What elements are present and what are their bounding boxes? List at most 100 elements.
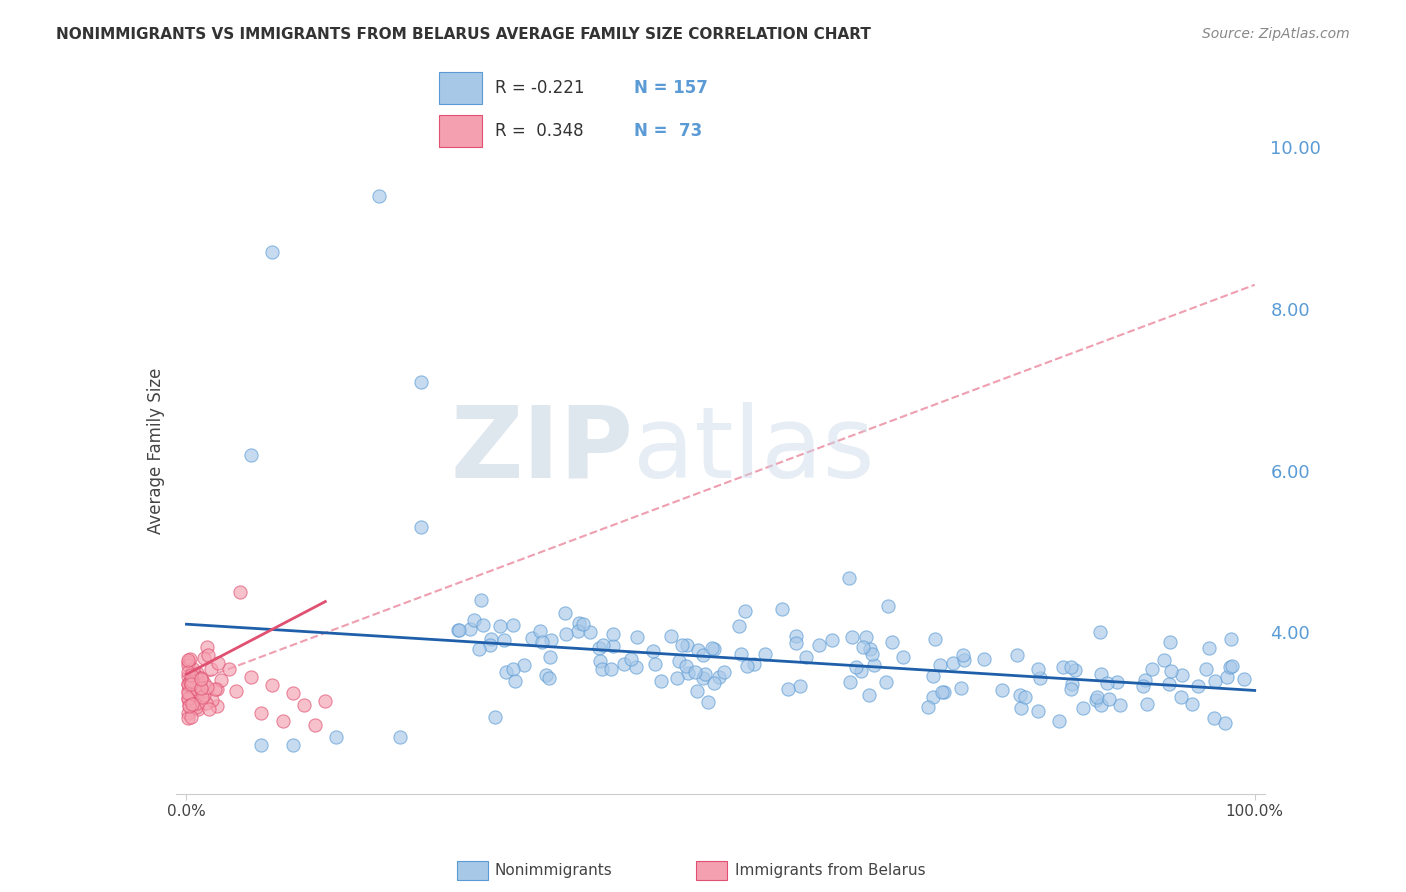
Point [177,706,200,721]
Point [190,682,212,697]
Point [849,665,872,679]
Point [250,706,273,720]
Point [891,650,914,665]
Point [1140,662,1163,676]
Point [1216,670,1239,684]
Point [1014,690,1036,705]
Point [283,739,305,753]
Point [1071,700,1094,714]
Point [176,684,198,698]
Point [1026,704,1049,718]
Point [579,624,602,639]
Point [602,639,624,653]
Point [665,671,688,685]
Point [1063,663,1085,677]
Point [1153,653,1175,667]
Point [589,654,612,668]
Point [176,692,198,706]
Point [643,644,665,658]
Point [839,674,862,689]
Point [1195,662,1218,676]
Point [1090,625,1112,640]
Point [807,638,830,652]
Point [314,694,336,708]
Point [692,648,714,662]
Point [205,682,228,697]
Point [676,665,699,680]
Point [858,688,880,702]
Point [513,658,536,673]
Point [177,698,200,713]
Point [734,604,756,618]
Point [176,652,198,666]
Point [599,662,621,676]
Point [703,642,725,657]
Point [785,629,807,643]
Point [863,658,886,673]
Point [367,189,389,203]
Point [271,714,294,728]
Point [484,709,506,723]
Point [683,665,706,679]
Point [1220,658,1243,673]
Text: N =  73: N = 73 [634,122,702,140]
Point [181,673,204,688]
Point [176,686,198,700]
Point [821,633,844,648]
Point [1133,673,1156,687]
Point [463,614,485,628]
Point [1098,692,1121,706]
Point [973,652,995,666]
Point [209,673,232,688]
Point [195,680,218,694]
Point [177,665,200,679]
Point [184,685,207,699]
Point [859,641,882,656]
Point [190,671,212,685]
Point [692,671,714,685]
Text: R = -0.221: R = -0.221 [495,78,585,96]
Point [1047,714,1070,728]
Point [860,647,883,661]
Point [770,601,793,615]
Point [554,606,576,620]
Point [1204,674,1226,689]
Text: ZIP: ZIP [450,402,633,499]
Point [1202,711,1225,725]
Point [1219,660,1241,674]
Point [225,684,247,698]
Point [1026,662,1049,676]
Point [567,624,589,639]
Point [239,670,262,684]
Point [190,681,212,696]
Text: Nonimmigrants: Nonimmigrants [495,863,613,878]
Point [176,669,198,683]
Point [177,698,200,713]
Point [932,685,955,699]
Point [1029,671,1052,685]
Point [707,670,730,684]
Point [592,638,614,652]
Point [841,630,863,644]
Point [613,657,636,672]
Point [931,685,953,699]
Point [1010,700,1032,714]
Point [204,681,226,696]
Point [921,669,943,683]
Text: NONIMMIGRANTS VS IMMIGRANTS FROM BELARUS AVERAGE FAMILY SIZE CORRELATION CHART: NONIMMIGRANTS VS IMMIGRANTS FROM BELARUS… [56,27,872,42]
Text: R =  0.348: R = 0.348 [495,122,583,140]
Point [686,684,709,698]
Point [411,375,433,389]
Point [571,617,593,632]
Point [198,702,221,716]
Point [538,671,561,685]
Point [187,677,209,691]
Point [1060,660,1083,674]
Point [180,681,202,695]
Point [205,698,228,713]
Point [742,657,765,671]
Point [260,245,283,260]
Point [540,633,562,648]
Point [478,638,501,652]
Point [1171,668,1194,682]
